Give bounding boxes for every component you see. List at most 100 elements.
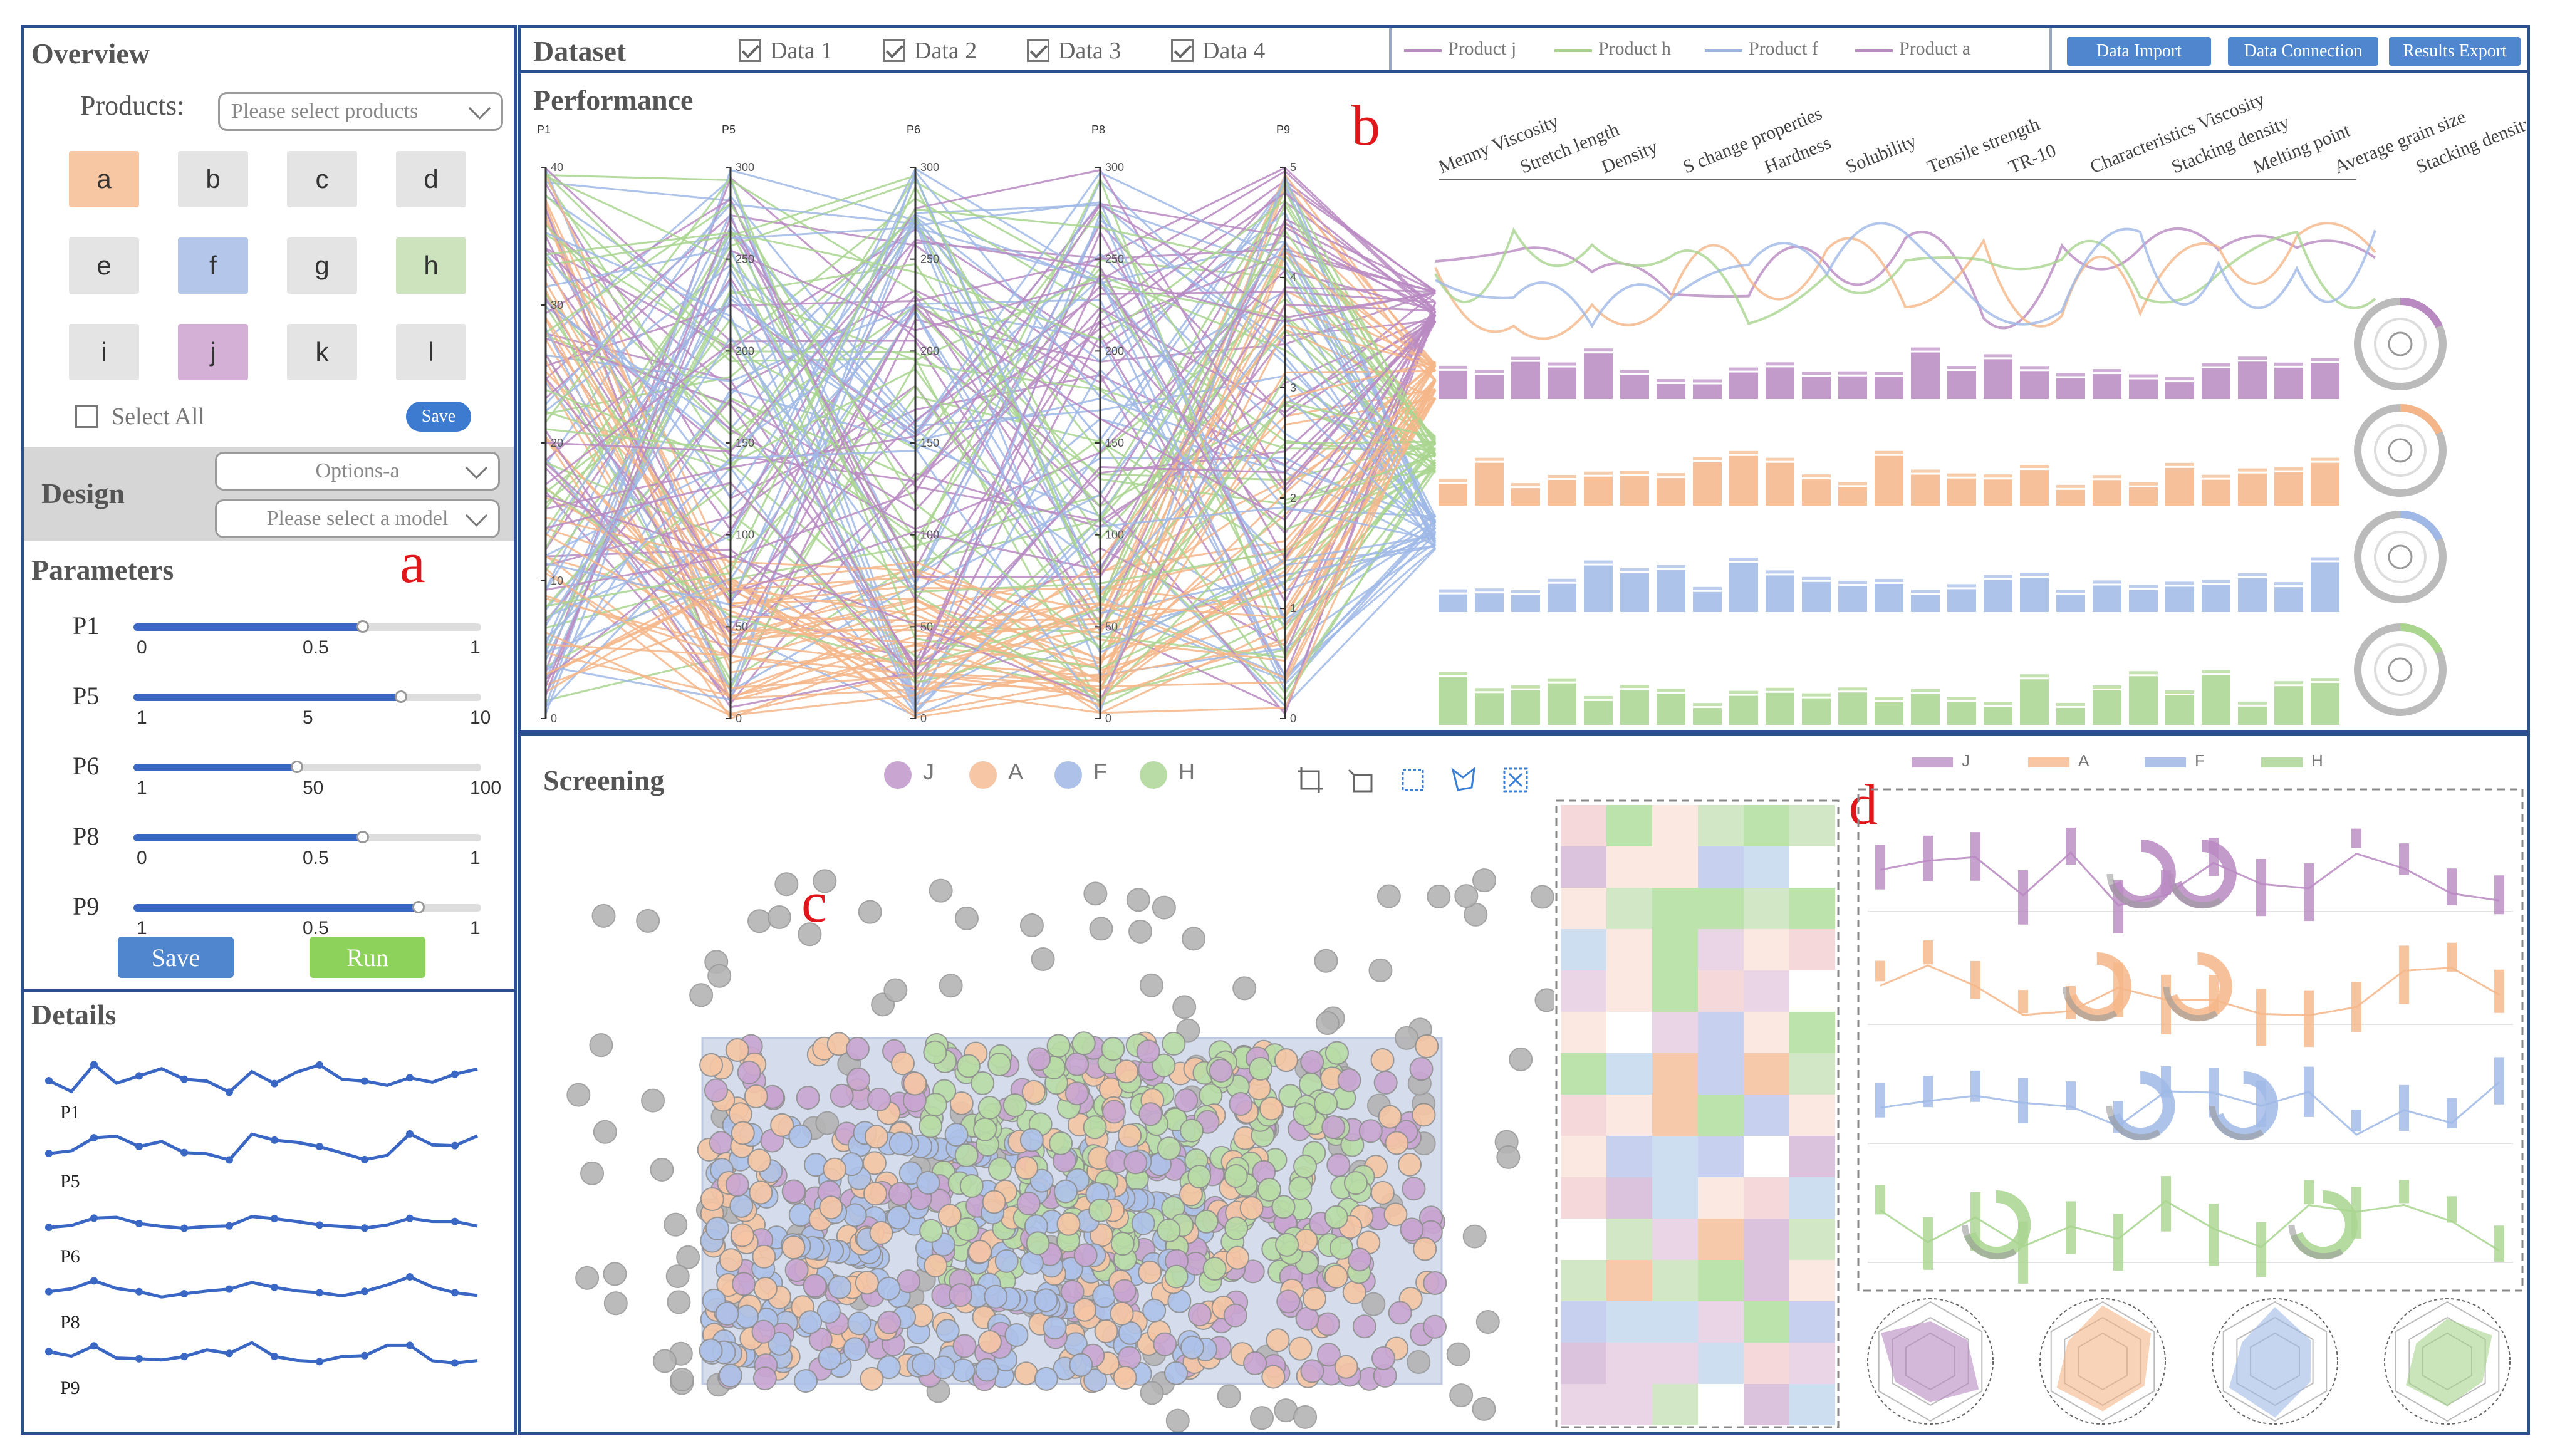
product-button-h[interactable]: h: [396, 237, 466, 294]
gauge-center: [2388, 331, 2413, 356]
dataset-checkbox-1[interactable]: [739, 39, 761, 62]
detail-legend-swatch: [2261, 757, 2303, 767]
product-button-a[interactable]: a: [69, 151, 139, 207]
param-slider-P5[interactable]: [133, 690, 481, 703]
param-slider-P1[interactable]: [133, 620, 481, 633]
run-button[interactable]: Run: [310, 937, 425, 978]
param-slider-P8[interactable]: [133, 831, 481, 843]
scatter-point: [1288, 1176, 1313, 1200]
lasso-icon[interactable]: [1449, 765, 1479, 795]
radar-ring: [2384, 1298, 2511, 1425]
product-button-b[interactable]: b: [178, 151, 248, 207]
slider-fill: [133, 904, 419, 912]
axis-name: P1: [537, 123, 551, 136]
dataset-checkbox-4[interactable]: [1171, 39, 1194, 62]
property-bar-cap: [1911, 347, 1940, 351]
slider-handle[interactable]: [356, 620, 370, 633]
param-label-P9: P9: [73, 892, 100, 920]
scatter-point: [670, 1367, 694, 1391]
options-select[interactable]: Options-a: [215, 452, 500, 491]
slider-handle[interactable]: [412, 901, 425, 913]
scatter-point: [1248, 1056, 1272, 1081]
data-connection-button[interactable]: Data Connection: [2228, 37, 2378, 66]
heatmap-cell: [1606, 1384, 1652, 1425]
scatter-point: [843, 1203, 867, 1227]
screening-scatter[interactable]: [521, 736, 1554, 1432]
sparkline-P8: [48, 1275, 478, 1299]
heatmap-cell: [1744, 805, 1789, 846]
scatter-point: [731, 1121, 755, 1145]
property-bar-cap: [2056, 590, 2085, 593]
undo-icon[interactable]: [1346, 765, 1376, 795]
scatter-point: [1140, 1381, 1164, 1405]
gauge-inner: [2374, 318, 2427, 370]
parallel-line: [545, 169, 1436, 701]
crop-icon[interactable]: [1295, 765, 1325, 795]
clear-selection-icon[interactable]: [1501, 765, 1531, 795]
scatter-point: [1446, 1342, 1470, 1366]
property-bar-cap: [1766, 687, 1794, 691]
scatter-point: [1034, 1366, 1058, 1391]
parameters-save-button[interactable]: Save: [118, 937, 234, 978]
product-button-l[interactable]: l: [396, 324, 466, 380]
products-select[interactable]: Please select products: [218, 92, 503, 131]
parallel-line: [544, 378, 1437, 700]
property-bar: [1657, 694, 1685, 725]
overview-save-button[interactable]: Save: [406, 402, 471, 432]
property-bar: [2165, 467, 2194, 506]
select-all-checkbox[interactable]: [75, 405, 98, 428]
axis-tick-label: 2: [1290, 492, 1296, 504]
radar-charts: [1867, 1298, 2511, 1425]
scatter-point: [652, 1349, 677, 1373]
slider-handle[interactable]: [290, 761, 303, 773]
detail-bar: [2399, 945, 2409, 1004]
heatmap-cell: [1652, 1136, 1698, 1177]
results-export-button[interactable]: Results Export: [2389, 37, 2521, 66]
slider-handle[interactable]: [356, 831, 370, 843]
slider-handle[interactable]: [395, 690, 408, 703]
detail-lines-chart: [1857, 788, 2524, 1292]
product-button-j[interactable]: j: [178, 324, 248, 380]
scatter-point: [956, 1054, 981, 1078]
param-slider-P6[interactable]: [133, 761, 481, 773]
scatter-point: [1412, 1103, 1436, 1127]
rect-select-icon[interactable]: [1398, 765, 1428, 795]
property-bar-cap: [2274, 467, 2303, 471]
scatter-point: [1131, 1211, 1155, 1235]
screening-legend-label: J: [923, 759, 934, 784]
model-select[interactable]: Please select a model: [215, 499, 500, 538]
scatter-point: [1239, 1196, 1264, 1220]
detail-arc: [1961, 1224, 2017, 1260]
dataset-checkbox-3[interactable]: [1027, 39, 1049, 62]
param-slider-P9[interactable]: [133, 901, 481, 913]
scatter-point: [1224, 1216, 1249, 1240]
heatmap-cell: [1606, 805, 1652, 846]
sparkline-point: [135, 1143, 143, 1151]
property-bar-cap: [2311, 457, 2339, 461]
slider-tick-max: 10: [470, 707, 491, 728]
detail-bar: [2256, 989, 2266, 1046]
product-button-g[interactable]: g: [287, 237, 357, 294]
product-button-d[interactable]: d: [396, 151, 466, 207]
parallel-line: [545, 379, 1437, 679]
scatter-point: [1102, 1100, 1127, 1124]
scatter-point: [1004, 1323, 1029, 1347]
data-import-button[interactable]: Data Import: [2067, 37, 2211, 66]
dataset-checkbox-2[interactable]: [883, 39, 905, 62]
heatmap-cell: [1606, 888, 1652, 929]
product-button-i[interactable]: i: [69, 324, 139, 380]
scatter-point: [1329, 1235, 1353, 1260]
heatmap-frame: [1555, 799, 1840, 1428]
gauge-fill: [2400, 511, 2443, 541]
product-button-k[interactable]: k: [287, 324, 357, 380]
property-bar-cap: [2202, 670, 2230, 673]
scatter-point: [968, 1239, 992, 1264]
scatter-point: [1223, 1303, 1247, 1328]
heatmap-cell: [1606, 929, 1652, 970]
product-button-f[interactable]: f: [178, 237, 248, 294]
product-button-c[interactable]: c: [287, 151, 357, 207]
product-button-e[interactable]: e: [69, 237, 139, 294]
scatter-point: [747, 909, 772, 933]
property-bar: [1511, 488, 1540, 506]
legend-swatch: [1855, 49, 1893, 52]
